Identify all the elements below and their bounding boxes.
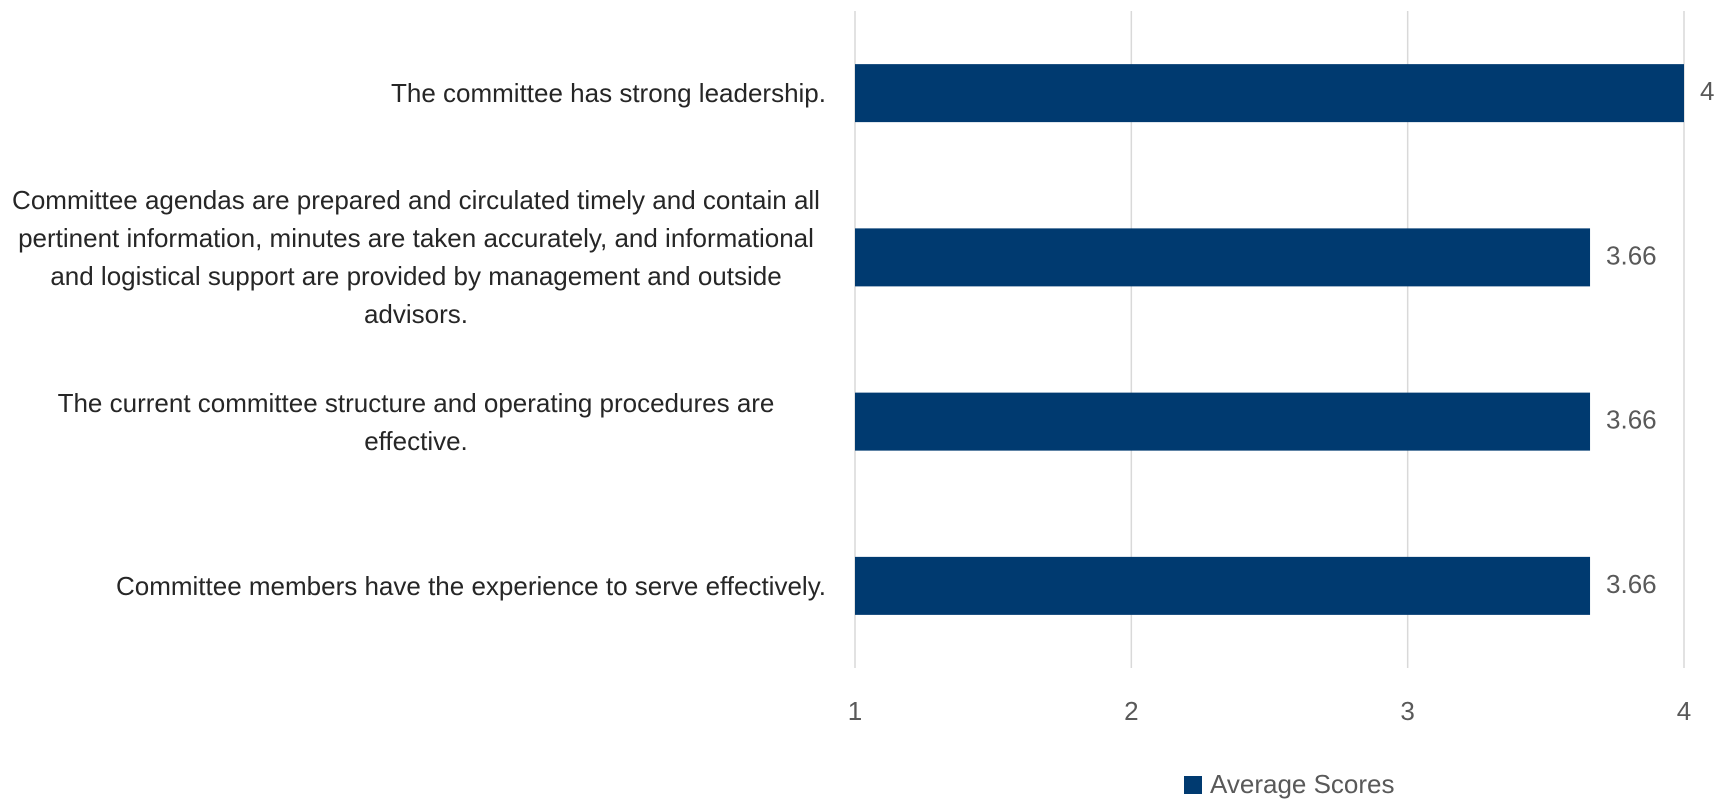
category-label-box: The committee has strong leadership. (6, 13, 826, 173)
category-label-box: Committee members have the experience to… (6, 506, 826, 666)
category-label-wrap: The current committee structure and oper… (6, 342, 826, 502)
x-tick-label: 1 (848, 696, 862, 726)
bar (855, 392, 1591, 451)
category-label: The current committee structure and oper… (57, 387, 775, 456)
category-label-wrap: Committee agendas are prepared and circu… (6, 177, 826, 337)
data-label: 3.66 (1606, 569, 1657, 599)
category-label: Committee members have the experience to… (115, 570, 826, 601)
category-label-box: Committee agendas are prepared and circu… (6, 177, 826, 337)
bar (855, 228, 1591, 287)
data-label: 3.66 (1606, 405, 1657, 435)
category-label-wrap: Committee members have the experience to… (6, 506, 826, 666)
data-label: 4 (1700, 76, 1714, 106)
category-label: The committee has strong leadership. (391, 78, 826, 109)
category-label-box: The current committee structure and oper… (6, 342, 826, 502)
x-tick-label: 2 (1124, 696, 1138, 726)
x-tick-label: 3 (1400, 696, 1414, 726)
legend-label: Average Scores (1210, 769, 1395, 799)
category-label-wrap: The committee has strong leadership. (6, 13, 826, 173)
data-label: 3.66 (1606, 240, 1657, 270)
legend-swatch (1184, 776, 1202, 794)
x-tick-label: 4 (1677, 696, 1691, 726)
bar (855, 64, 1684, 123)
category-label: Committee agendas are prepared and circu… (12, 185, 820, 330)
bar (855, 556, 1591, 615)
